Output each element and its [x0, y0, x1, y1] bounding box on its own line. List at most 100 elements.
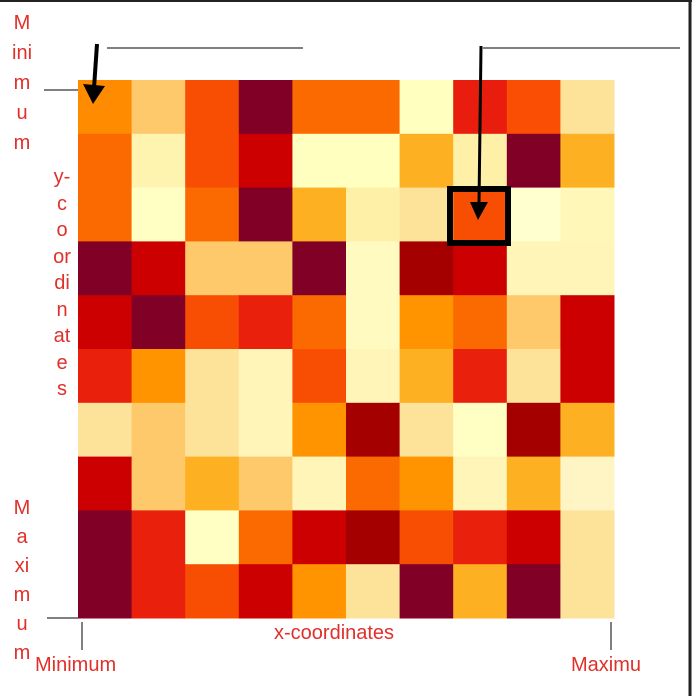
grid-cell: [399, 80, 454, 135]
grid-cell: [399, 564, 454, 619]
grid-cell: [131, 349, 186, 404]
grid-cell: [185, 564, 240, 619]
grid-cell: [185, 133, 240, 189]
grid-cell: [131, 187, 186, 242]
grid-cell: [78, 564, 133, 619]
grid-cell: [346, 80, 401, 135]
grid-cell: [292, 349, 347, 404]
grid-cell: [346, 456, 401, 511]
grid-cell: [346, 510, 401, 565]
grid-cell: [185, 187, 240, 242]
grid-cell: [292, 80, 347, 135]
grid-cell: [131, 456, 186, 511]
grid-cell: [238, 133, 293, 189]
grid-cell: [453, 402, 508, 458]
grid-cell: [506, 241, 561, 296]
grid-cell: [292, 295, 347, 350]
grid-cell: [238, 241, 293, 296]
grid-cell: [560, 456, 615, 511]
grid-cell: [185, 295, 240, 350]
grid-cell: [346, 564, 401, 619]
grid-cell: [292, 510, 347, 565]
grid-cell: [131, 241, 186, 296]
grid-cell: [238, 510, 293, 565]
grid-cell: [131, 295, 186, 350]
grid-cell: [346, 402, 401, 458]
grid-cell: [506, 402, 561, 458]
grid-cell: [399, 241, 454, 296]
arrow-head: [83, 84, 105, 104]
grid-cell: [238, 349, 293, 404]
grid-cell: [78, 241, 133, 296]
grid-cell: [453, 241, 508, 296]
arrow: [92, 43, 99, 89]
grid-cell: [399, 349, 454, 404]
grid-cell: [453, 349, 508, 404]
grid-cell: [238, 80, 293, 135]
grid-cell: [292, 241, 347, 296]
grid-cell: [346, 187, 401, 242]
grid-cell: [292, 456, 347, 511]
grid-cell: [238, 456, 293, 511]
grid-cell: [399, 510, 454, 565]
grid-cell: [560, 133, 615, 189]
grid-cell: [238, 187, 293, 242]
grid-cell: [78, 456, 133, 511]
grid-cell: [185, 456, 240, 511]
grid-cell: [506, 456, 561, 511]
x-axis-label: x-coordinates: [274, 622, 395, 644]
x-max-label: Maximu: [571, 654, 642, 676]
grid-cell: [185, 510, 240, 565]
grid-cell: [78, 510, 133, 565]
grid-cell: [560, 80, 615, 135]
grid-cell: [346, 241, 401, 296]
grid-cell: [131, 80, 186, 135]
grid-cell: [78, 295, 133, 350]
grid-cell: [292, 187, 347, 242]
grid-cell: [185, 349, 240, 404]
grid-cell: [560, 402, 615, 458]
grid-cell: [238, 402, 293, 458]
grid-cell: [560, 187, 615, 242]
y-min-label: Minimum: [12, 12, 33, 154]
grid-cell: [238, 295, 293, 350]
grid-cell: [185, 402, 240, 458]
arrow-head: [470, 202, 488, 220]
grid-cell: [453, 295, 508, 350]
grid-cell: [399, 456, 454, 511]
grid-cell: [238, 564, 293, 619]
grid-cell: [78, 187, 133, 242]
grid-cell: [453, 510, 508, 565]
grid-cell: [399, 295, 454, 350]
grid-cell: [506, 295, 561, 350]
grid-cell: [346, 295, 401, 350]
grid-cell: [506, 187, 561, 242]
grid-cell: [131, 510, 186, 565]
grid-cell: [506, 349, 561, 404]
grid-cell: [185, 80, 240, 135]
grid-cell: [292, 133, 347, 189]
grid-cell: [560, 349, 615, 404]
grid-cell: [292, 402, 347, 458]
highlight-box: [447, 186, 511, 246]
grid-cell: [453, 456, 508, 511]
grid-cell: [346, 133, 401, 189]
arrow: [477, 45, 483, 205]
grid-cell: [131, 133, 186, 189]
y-axis-label: y-coordinates: [53, 166, 71, 400]
grid: [78, 80, 615, 619]
grid-cell: [560, 510, 615, 565]
grid-cell: [78, 349, 133, 404]
y-max-label: Maximum: [13, 497, 31, 664]
grid-cell: [560, 295, 615, 350]
grid-cell: [453, 564, 508, 619]
grid-cell: [346, 349, 401, 404]
grid-cell: [185, 241, 240, 296]
grid-cell: [399, 402, 454, 458]
grid-cell: [78, 133, 133, 189]
grid-cell: [399, 187, 454, 242]
grid-cell: [78, 402, 133, 458]
grid-cell: [506, 133, 561, 189]
